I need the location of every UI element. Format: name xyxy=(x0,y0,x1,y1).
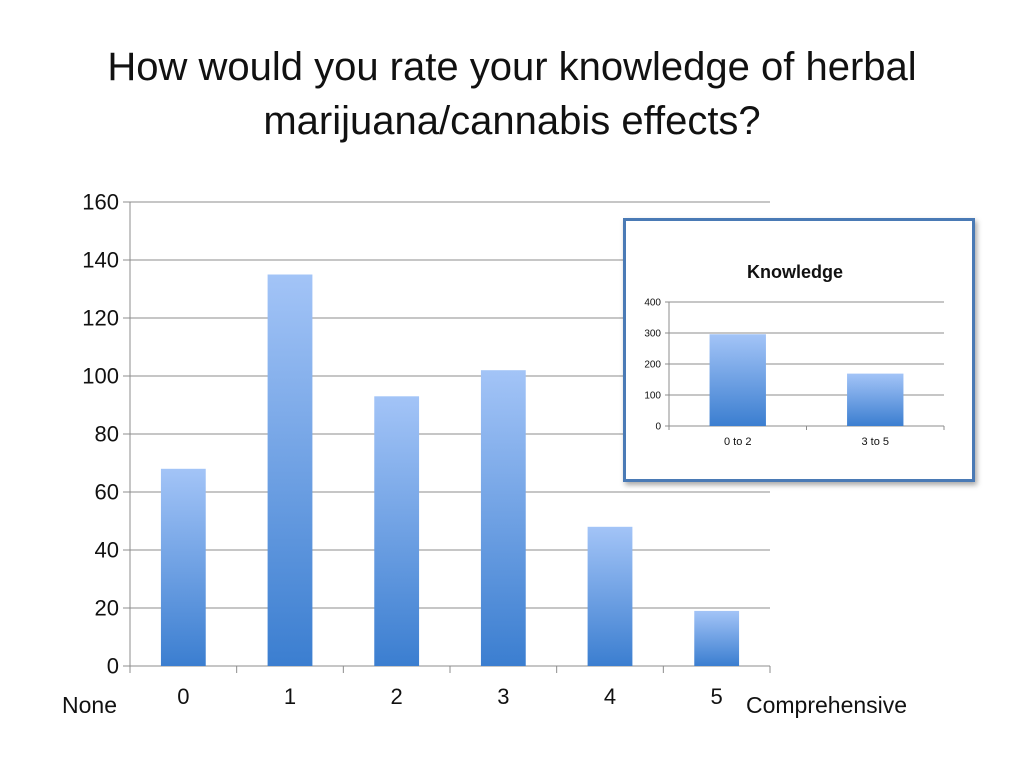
x-category-label: 4 xyxy=(604,684,616,709)
bar xyxy=(160,468,206,666)
bar xyxy=(267,274,313,666)
bar xyxy=(587,526,633,666)
slide-title-line-2: marijuana/cannabis effects? xyxy=(263,99,761,143)
y-tick-label: 300 xyxy=(644,329,661,340)
bar xyxy=(709,334,766,426)
inset-chart-frame: Knowledge 0 100 200 300 400 0 to 2 3 to 5 xyxy=(623,218,975,482)
y-tick-label: 400 xyxy=(644,298,661,309)
y-tick-label: 80 xyxy=(95,422,119,447)
y-tick-label: 100 xyxy=(644,391,661,402)
x-category-label: 1 xyxy=(284,684,296,709)
bar xyxy=(694,610,740,666)
bar xyxy=(374,396,420,666)
slide-title-line-1: How would you rate your knowledge of her… xyxy=(107,45,917,89)
axis-label-none: None xyxy=(62,692,117,718)
y-tick-label: 0 xyxy=(107,654,119,679)
y-tick-label: 160 xyxy=(82,190,119,215)
inset-bar-chart: Knowledge 0 100 200 300 400 0 to 2 3 to 5 xyxy=(644,262,945,448)
x-category-label: 5 xyxy=(711,684,723,709)
x-category-label: 3 to 5 xyxy=(861,436,889,448)
x-category-label: 0 xyxy=(177,684,189,709)
y-tick-label: 0 xyxy=(655,422,661,433)
y-tick-label: 20 xyxy=(95,596,119,621)
bar xyxy=(847,373,904,426)
y-tick-label: 140 xyxy=(82,248,119,273)
inset-chart-title: Knowledge xyxy=(747,262,843,282)
x-category-label: 0 to 2 xyxy=(724,436,752,448)
axis-label-comprehensive: Comprehensive xyxy=(746,692,908,718)
x-category-label: 2 xyxy=(391,684,403,709)
y-tick-label: 120 xyxy=(82,306,119,331)
slide-title: How would you rate your knowledge of her… xyxy=(40,40,984,148)
x-category-label: 3 xyxy=(497,684,509,709)
bar xyxy=(480,370,526,666)
y-tick-label: 60 xyxy=(95,480,119,505)
y-tick-label: 200 xyxy=(644,360,661,371)
y-tick-label: 100 xyxy=(82,364,119,389)
y-tick-label: 40 xyxy=(95,538,119,563)
